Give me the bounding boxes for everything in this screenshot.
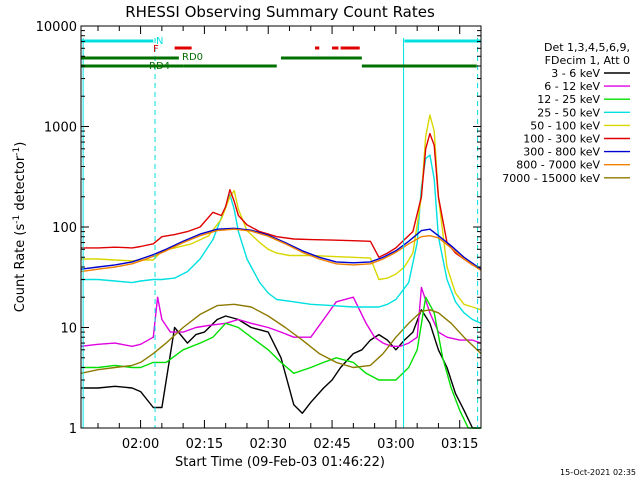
legend-label-300-800-kev: 300 - 800 keV [523,146,600,159]
flag-label-rd4: RD4 [149,61,170,72]
x-tick-label-02-30: 02:30 [249,437,286,452]
y-axis-label: Count Rate (s-1 detector-1) [12,142,28,313]
legend-label-12-25-kev: 12 - 25 keV [537,93,600,106]
legend-label-3-6-kev: 3 - 6 keV [551,67,600,80]
generation-timestamp: 15-Oct-2021 02:35 [560,468,636,477]
series-line-7000-15000-kev [80,303,482,374]
legend-header-line-1: Det 1,3,4,5,6,9, [544,41,630,54]
y-axis-label-sup2: -1 [12,147,22,156]
legend-label-6-12-kev: 6 - 12 keV [544,80,600,93]
y-tick-label-1: 1 [69,422,77,437]
legend-label-50-100-kev: 50 - 100 keV [530,119,600,132]
series-line-6-12-kev [80,286,482,347]
x-tick-label-02-45: 02:45 [313,437,350,452]
series-line-100-300-kev [81,132,482,270]
flag-label-n: N [156,36,163,47]
flag-label-f: F [153,44,159,55]
y-tick-label-10000: 10000 [36,20,77,35]
chart-title: RHESSI Observing Summary Count Rates [125,3,435,21]
series-line-800-7000-kev [80,228,482,273]
x-axis: 02:00 02:15 02:30 02:45 03:00 03:15 [97,26,482,452]
y-axis-label-close: ) [13,142,28,147]
flag-label-rd0: RD0 [182,52,203,63]
series-line-12-25-kev [81,296,481,429]
legend-label-7000-15000-kev: 7000 - 15000 keV [502,172,600,185]
vline-layer [82,38,479,428]
series-line-300-800-kev [80,227,482,270]
x-axis-label: Start Time (09-Feb-03 01:46:22) [175,455,385,470]
legend-label-100-300-kev: 100 - 300 keV [523,133,600,146]
legend-header-line-2: FDecim 1, Att 0 [545,54,630,67]
x-tick-label-02-00: 02:00 [122,437,159,452]
y-axis: 1 10 100 1000 10000 [36,20,481,437]
y-tick-label-100: 100 [52,221,77,236]
y-tick-label-10: 10 [60,322,77,337]
x-tick-label-02-15: 02:15 [186,437,223,452]
legend: Det 1,3,4,5,6,9, FDecim 1, Att 0 3 - 6 k… [502,41,630,185]
series-line-3-6-kev [81,309,481,429]
series-layer [80,114,482,429]
series-line-25-50-kev [81,154,482,324]
y-tick-label-1000: 1000 [44,121,77,136]
legend-label-800-7000-kev: 800 - 7000 keV [516,159,600,172]
y-axis-label-sup: -1 [12,215,22,224]
x-tick-label-03-00: 03:00 [377,437,414,452]
y-axis-label-main: Count Rate (s [13,224,28,313]
y-axis-label-tail: detector [13,155,28,215]
x-tick-label-03-15: 03:15 [441,437,478,452]
flag-layer: NF RD0 RD4 [81,36,481,72]
legend-label-25-50-kev: 25 - 50 keV [537,106,600,119]
